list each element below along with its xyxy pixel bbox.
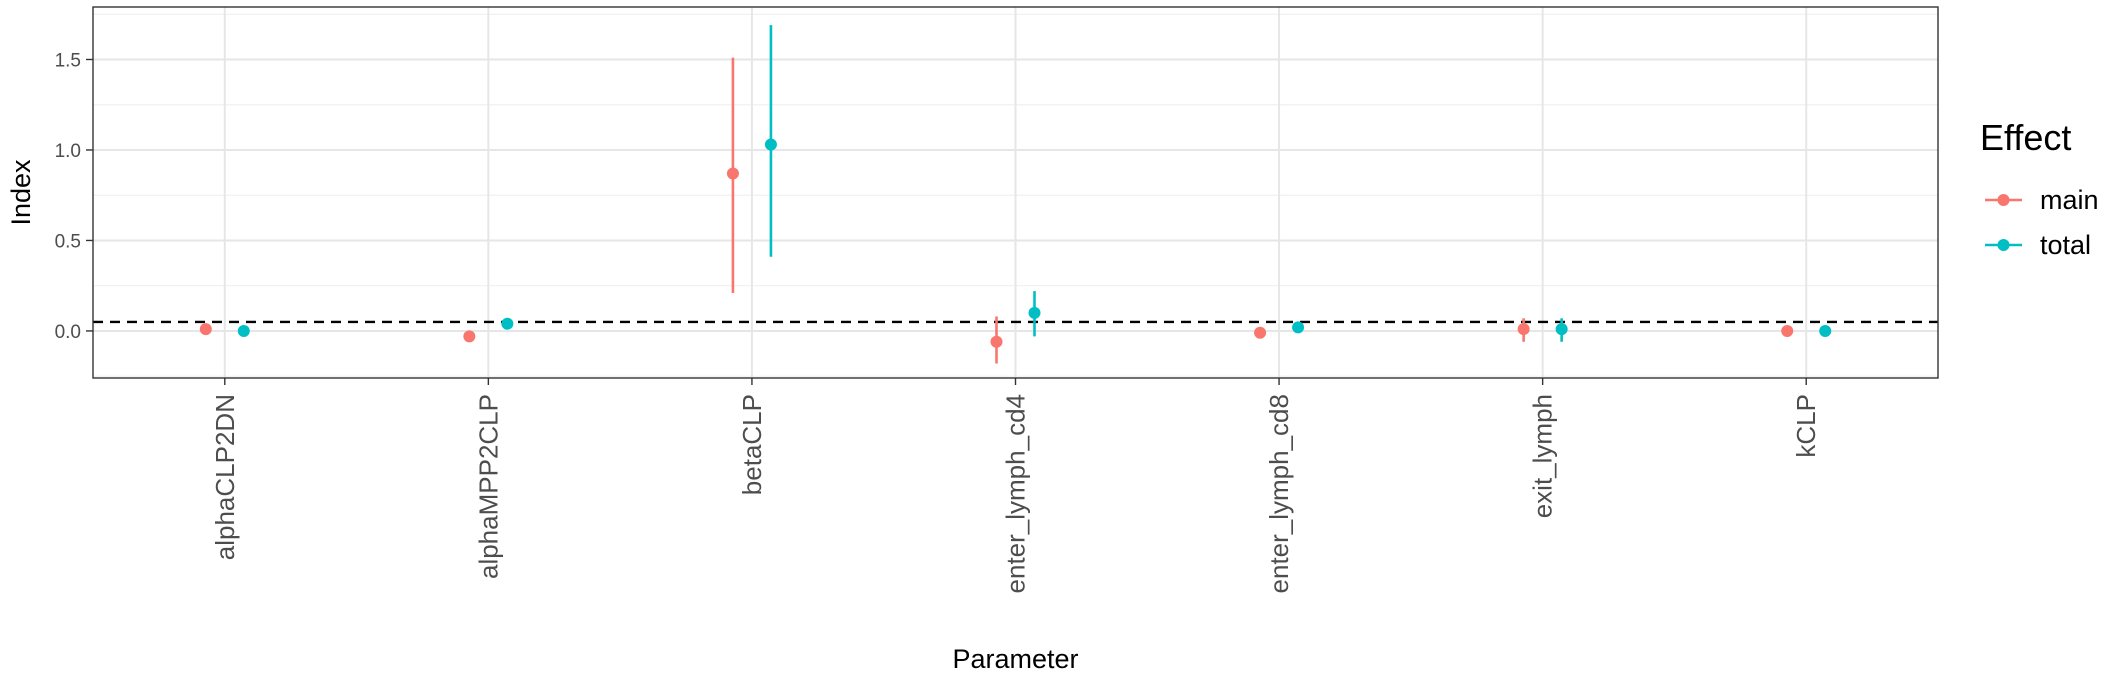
y-axis: 0.0 0.5 1.0 1.5 <box>55 50 93 343</box>
point-total <box>1555 323 1568 336</box>
point-total <box>1292 321 1305 334</box>
y-tick-label: 0.0 <box>55 322 81 343</box>
x-tick-label: enter_lymph_cd8 <box>1264 394 1294 593</box>
x-tick-label: kCLP <box>1791 394 1821 458</box>
point-main <box>1254 326 1267 339</box>
x-tick-label: alphaCLP2DN <box>210 394 240 560</box>
legend-item-main: main <box>1985 185 2099 215</box>
x-tick-label: alphaMPP2CLP <box>473 394 503 579</box>
legend-key-point <box>1997 194 2010 206</box>
data-layer <box>199 25 1832 364</box>
point-total <box>501 317 514 330</box>
point-total <box>764 138 777 151</box>
grid-layer <box>93 7 1938 378</box>
point-main <box>1781 324 1794 337</box>
point-main <box>726 167 739 180</box>
x-axis: alphaCLP2DN alphaMPP2CLP betaCLP enter_lymp… <box>210 378 1821 593</box>
point-main <box>463 330 476 343</box>
y-tick-label: 0.5 <box>55 231 81 252</box>
y-tick-label: 1.5 <box>55 50 81 71</box>
legend-label: main <box>2040 185 2099 215</box>
legend: Effect main total <box>1980 117 2099 260</box>
point-main <box>1517 323 1530 336</box>
y-axis-title: Index <box>6 159 36 226</box>
y-tick-label: 1.0 <box>55 141 81 162</box>
point-total <box>237 324 250 337</box>
x-axis-title: Parameter <box>952 644 1078 674</box>
legend-items: main total <box>1985 185 2099 260</box>
legend-label: total <box>2040 230 2091 260</box>
legend-key-point <box>1997 239 2010 251</box>
legend-title: Effect <box>1980 117 2071 158</box>
point-total <box>1028 306 1041 319</box>
point-total <box>1819 324 1832 337</box>
point-main <box>199 323 212 336</box>
x-tick-label: exit_lymph <box>1528 394 1558 518</box>
x-tick-label: betaCLP <box>737 394 767 495</box>
point-main <box>990 335 1003 348</box>
legend-item-total: total <box>1985 230 2091 260</box>
x-tick-label: enter_lymph_cd4 <box>1001 394 1031 593</box>
